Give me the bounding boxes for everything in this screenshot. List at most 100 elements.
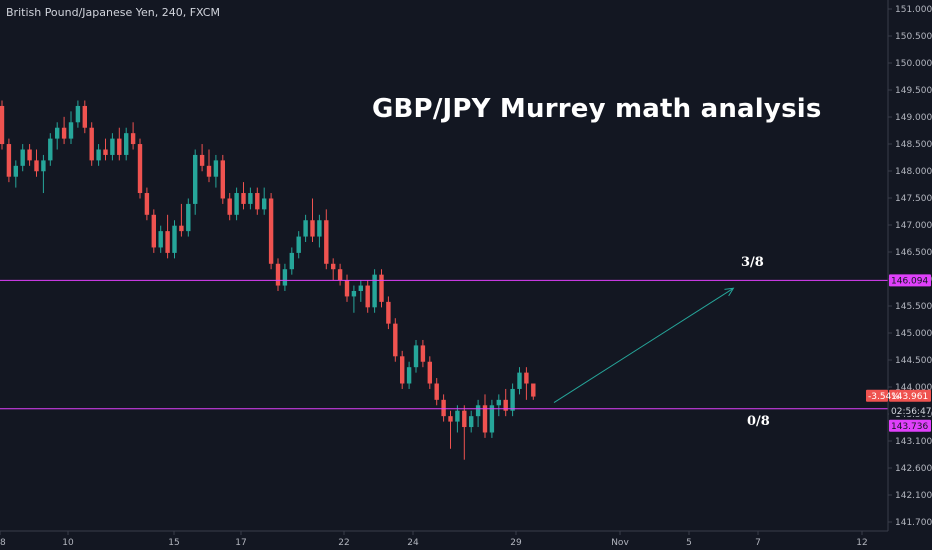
countdown-tag: 02:56:47 <box>889 404 931 417</box>
x-tick-label: 8 <box>0 538 6 548</box>
candle-body <box>268 198 274 264</box>
candle <box>227 193 232 221</box>
candle <box>496 394 501 417</box>
candle-body <box>317 220 322 237</box>
price-axis[interactable]: 151.000 150.500 150.000 149.500 149.000 148.5… <box>888 5 932 528</box>
time-axis[interactable]: 8 10 15 17 22 24 29 Nov 5 7 12 <box>0 531 868 548</box>
candle <box>172 220 177 259</box>
candle-body <box>68 122 74 139</box>
candle-body <box>531 383 536 397</box>
candle <box>0 100 5 150</box>
candle-body <box>365 285 370 308</box>
candle-body <box>34 160 39 172</box>
candle-body <box>489 405 495 433</box>
candle-body <box>172 225 177 253</box>
candle-body <box>41 160 46 172</box>
candle <box>61 116 67 145</box>
candle <box>469 410 474 433</box>
candle <box>96 144 101 166</box>
candle <box>303 214 308 243</box>
candle <box>186 198 191 237</box>
candle-body <box>517 372 522 389</box>
candle <box>475 399 481 428</box>
candle <box>117 127 122 161</box>
candle-body <box>462 410 467 428</box>
candle <box>372 269 377 313</box>
x-tick-label: 24 <box>407 538 419 548</box>
candle-body <box>227 198 232 215</box>
candle <box>358 280 363 302</box>
candle-body <box>61 127 67 139</box>
candle <box>317 214 322 248</box>
candle-body <box>524 372 529 384</box>
candle <box>482 394 488 438</box>
candle-body <box>296 236 301 253</box>
level-tag-3-8: 146.094 <box>889 274 931 287</box>
svg-text:02:56:47: 02:56:47 <box>891 407 931 417</box>
candle-body <box>248 193 253 204</box>
candle <box>206 149 212 183</box>
x-tick-label: 29 <box>510 538 522 548</box>
candle-body <box>48 138 53 161</box>
candle-body <box>96 149 101 161</box>
candle-body <box>262 198 267 210</box>
x-tick-label: 15 <box>168 538 179 548</box>
x-tick-label: 10 <box>62 538 74 548</box>
y-tick-label: 143.100 <box>895 437 932 447</box>
candle-body <box>324 220 329 264</box>
candle <box>255 187 260 215</box>
candle <box>510 383 515 417</box>
candle-body <box>27 149 32 161</box>
candle-body <box>496 399 501 406</box>
y-tick-label: 144.000 <box>895 383 932 393</box>
candle-body <box>234 193 239 215</box>
candle-body <box>351 290 357 297</box>
y-tick-label: 151.000 <box>895 5 932 15</box>
projection-arrow-layer <box>553 287 735 403</box>
candle-body <box>400 356 405 384</box>
candle <box>268 193 274 270</box>
candle <box>282 263 288 291</box>
candle <box>448 410 453 449</box>
y-tick-label: 145.500 <box>895 302 932 312</box>
candle <box>337 263 343 286</box>
candle <box>331 258 336 281</box>
candle-body <box>206 165 212 177</box>
candle-body <box>386 301 391 324</box>
y-tick-label: 150.000 <box>895 59 932 69</box>
candle-body <box>55 127 60 139</box>
candle-body <box>289 252 294 270</box>
candle <box>324 209 329 270</box>
candle-body <box>282 269 288 286</box>
candle <box>344 274 350 302</box>
y-tick-label: 148.000 <box>895 167 932 177</box>
candle-body <box>0 105 5 145</box>
candle-body <box>441 399 446 417</box>
projection-arrow-shaft[interactable] <box>553 287 734 403</box>
candle <box>462 405 467 460</box>
candle <box>262 187 267 215</box>
candle <box>455 405 460 433</box>
candle <box>199 144 205 172</box>
candle <box>248 187 253 210</box>
murrey-levels-layer <box>0 279 888 410</box>
candle <box>75 100 81 128</box>
x-tick-label: 22 <box>338 538 349 548</box>
level-tag-0-8: 143.736 <box>889 419 931 432</box>
y-tick-label: 145.000 <box>895 329 932 339</box>
candle <box>406 361 412 389</box>
candle-body <box>110 138 115 155</box>
candle-body <box>130 133 136 145</box>
candle <box>27 144 32 166</box>
x-tick-label: Nov <box>611 538 629 548</box>
candle <box>441 394 446 422</box>
candle <box>400 350 405 389</box>
candle <box>158 225 163 253</box>
candle-body <box>220 160 225 199</box>
price-tags-layer: 146.094 143.736 143.961-3.54% 02:56:47 <box>866 274 931 432</box>
svg-text:143.961: 143.961 <box>891 392 928 402</box>
candle <box>434 378 439 406</box>
candle-body <box>455 410 460 422</box>
candle <box>193 149 198 215</box>
